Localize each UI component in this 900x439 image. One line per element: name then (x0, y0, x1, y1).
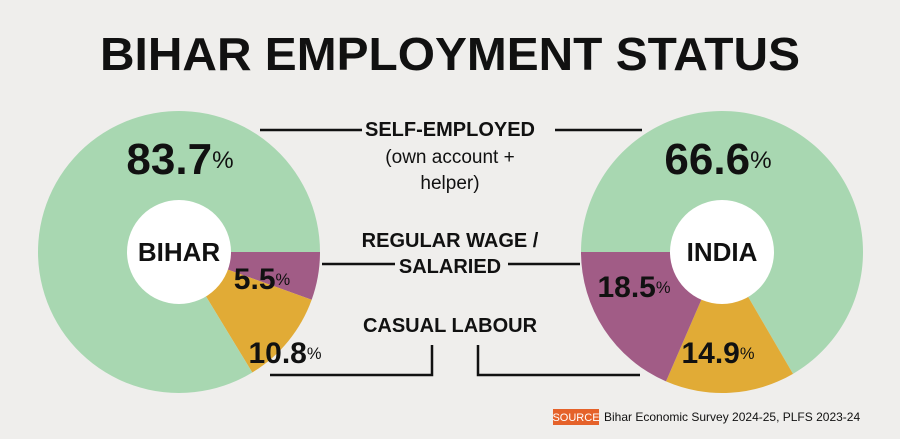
source-tag-bg (553, 409, 599, 425)
value-suffix: % (307, 345, 322, 363)
chart-title: BIHAR EMPLOYMENT STATUS (100, 28, 800, 80)
value-label-group: 14.9% (681, 337, 754, 370)
value-label-group: 18.5% (597, 271, 670, 304)
value-suffix: % (750, 147, 772, 174)
connectors (260, 128, 642, 377)
pie-slice (666, 252, 794, 393)
value-label: 83.7 (126, 135, 212, 184)
center-label: BIHAR (138, 237, 221, 267)
value-label: 5.5 (234, 263, 276, 296)
category-label: SELF-EMPLOYED (364, 119, 535, 141)
value-label: 18.5 (597, 271, 655, 304)
value-label: 10.8 (248, 337, 306, 370)
value-label-group: 66.6% (664, 135, 771, 184)
center-label: INDIA (687, 237, 758, 267)
value-suffix: % (276, 271, 291, 289)
value-label-group: 5.5% (234, 263, 291, 296)
value-suffix: % (740, 345, 755, 363)
connector (270, 345, 434, 377)
value-suffix: % (212, 147, 234, 174)
value-suffix: % (656, 279, 671, 297)
category-label: CASUAL LABOUR (362, 315, 538, 337)
category-label: REGULAR WAGE / SALARIED (361, 230, 539, 278)
value-label-group: 83.7% (126, 135, 233, 184)
pie-hole (670, 200, 774, 304)
source-text: Bihar Economic Survey 2024-25, PLFS 2023… (604, 410, 860, 424)
source-tag: SOURCE (552, 412, 599, 424)
pie-hole (127, 200, 231, 304)
annotation: (own account + helper) (385, 147, 515, 194)
value-label-group: 10.8% (248, 337, 321, 370)
value-label: 66.6 (664, 135, 750, 184)
connector (476, 345, 640, 377)
value-label: 14.9 (681, 337, 739, 370)
